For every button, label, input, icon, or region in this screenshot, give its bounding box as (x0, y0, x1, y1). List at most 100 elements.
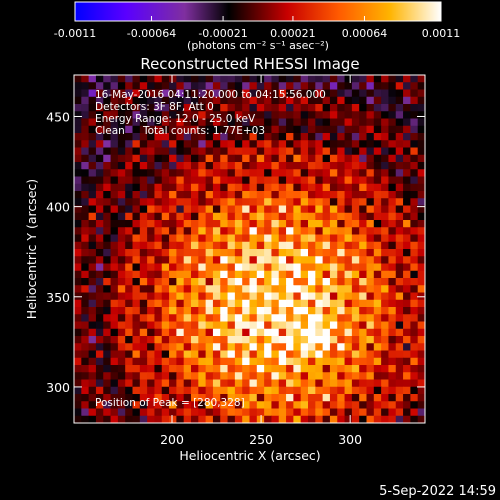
heatmap-cell (139, 154, 148, 163)
heatmap-cell (351, 227, 360, 236)
heatmap-cell (88, 89, 97, 98)
heatmap-cell (271, 234, 280, 243)
annotation-counts: Total counts: 1.77E+03 (142, 125, 265, 137)
heatmap-cell (278, 350, 287, 359)
heatmap-cell (205, 241, 214, 250)
heatmap-cell (147, 415, 156, 423)
heatmap-cell (322, 176, 331, 185)
heatmap-cell (74, 270, 82, 279)
heatmap-cell (249, 96, 258, 105)
heatmap-cell (95, 321, 104, 330)
heatmap-cell (205, 220, 214, 228)
heatmap-cell (293, 292, 302, 301)
heatmap-cell (198, 372, 207, 381)
heatmap-cell (198, 176, 207, 185)
heatmap-cell (395, 111, 404, 120)
heatmap-cell (169, 241, 177, 250)
heatmap-cell (220, 278, 229, 286)
heatmap-cell (74, 191, 82, 199)
heatmap-cell (403, 140, 411, 149)
heatmap-cell (220, 386, 229, 395)
heatmap-cell (81, 336, 90, 344)
heatmap-cell (395, 227, 404, 236)
heatmap-cell (286, 198, 294, 207)
heatmap-cell (249, 350, 258, 359)
heatmap-cell (417, 372, 425, 381)
heatmap-cell (359, 292, 368, 301)
heatmap-cell (344, 111, 353, 120)
heatmap-cell (212, 401, 221, 410)
heatmap-cell (256, 162, 265, 170)
heatmap-cell (300, 249, 309, 257)
heatmap-cell (242, 75, 251, 83)
heatmap-cell (169, 147, 177, 156)
heatmap-cell (154, 118, 163, 127)
heatmap-cell (191, 307, 199, 315)
heatmap-cell (234, 133, 243, 141)
heatmap-cell (154, 328, 163, 337)
heatmap-cell (183, 205, 192, 214)
heatmap-cell (381, 394, 390, 402)
heatmap-cell (359, 241, 368, 250)
heatmap-cell (132, 328, 141, 337)
heatmap-cell (88, 314, 97, 323)
heatmap-cell (205, 133, 214, 141)
heatmap-cell (249, 249, 258, 257)
heatmap-cell (337, 241, 346, 250)
heatmap-cell (322, 162, 331, 170)
heatmap-cell (256, 263, 265, 272)
heatmap-cell (117, 169, 126, 178)
heatmap-cell (212, 205, 221, 214)
heatmap-cell (154, 96, 163, 105)
heatmap-cell (395, 133, 404, 141)
heatmap-cell (74, 394, 82, 402)
heatmap-cell (308, 183, 316, 192)
heatmap-cell (139, 96, 148, 105)
heatmap-cell (264, 205, 273, 214)
heatmap-cell (322, 154, 331, 163)
heatmap-cell (256, 118, 265, 127)
heatmap-cell (205, 191, 214, 199)
heatmap-cell (183, 256, 192, 265)
heatmap-cell (132, 133, 141, 141)
heatmap-cell (344, 205, 353, 214)
heatmap-cell (125, 379, 134, 388)
heatmap-cell (139, 278, 148, 286)
heatmap-cell (373, 162, 382, 170)
heatmap-cell (315, 249, 324, 257)
heatmap-cell (271, 154, 280, 163)
heatmap-cell (308, 415, 316, 423)
heatmap-cell (395, 285, 404, 294)
heatmap-cell (410, 89, 419, 98)
heatmap-cell (410, 104, 419, 112)
heatmap-cell (147, 314, 156, 323)
heatmap-cell (103, 394, 112, 402)
heatmap-cell (169, 118, 177, 127)
heatmap-cell (286, 278, 294, 286)
heatmap-cell (191, 234, 199, 243)
heatmap-cell (249, 365, 258, 373)
heatmap-cell (410, 401, 419, 410)
heatmap-cell (161, 234, 170, 243)
heatmap-cell (147, 299, 156, 308)
heatmap-cell (366, 75, 375, 83)
heatmap-cell (227, 307, 236, 315)
heatmap-cell (176, 154, 185, 163)
heatmap-cell (293, 75, 302, 83)
heatmap-cell (271, 307, 280, 315)
heatmap-cell (403, 220, 411, 228)
heatmap-cell (403, 270, 411, 279)
heatmap-cell (410, 220, 419, 228)
heatmap-cell (403, 256, 411, 265)
heatmap-cell (154, 147, 163, 156)
heatmap-cell (205, 82, 214, 91)
heatmap-cell (417, 198, 425, 207)
heatmap-cell (154, 415, 163, 423)
heatmap-cell (403, 169, 411, 178)
heatmap-cell (410, 183, 419, 192)
heatmap-cell (293, 169, 302, 178)
heatmap-cell (300, 205, 309, 214)
heatmap-cell (88, 350, 97, 359)
heatmap-cell (95, 357, 104, 366)
heatmap-cell (154, 227, 163, 236)
